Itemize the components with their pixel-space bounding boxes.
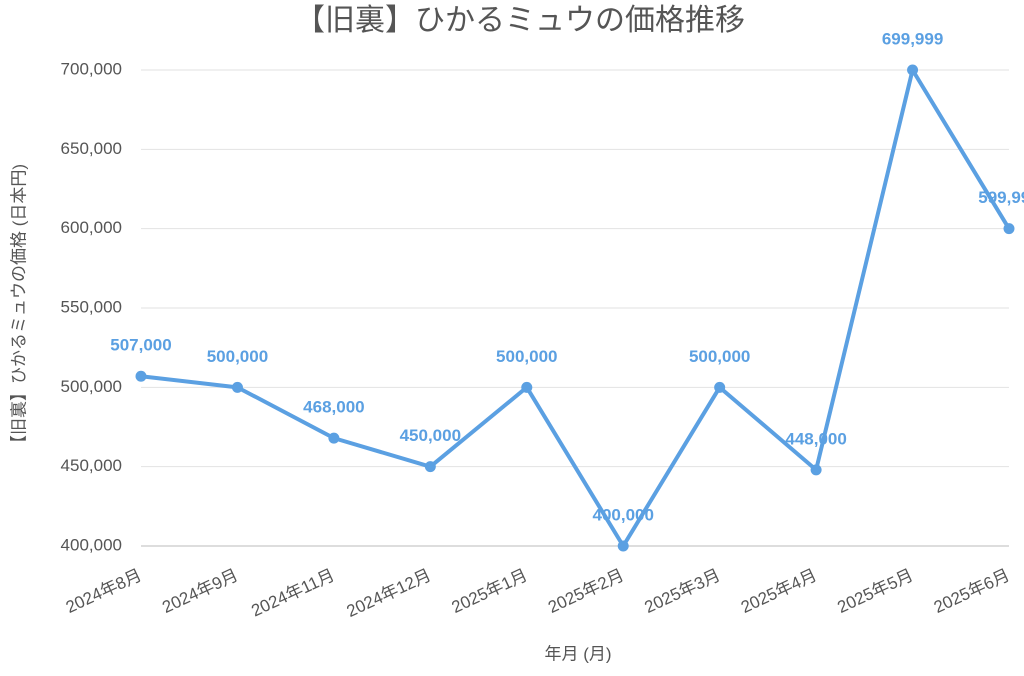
data-label: 500,000 [689, 347, 750, 366]
x-axis-label: 年月 (月) [544, 644, 611, 663]
y-tick-label: 450,000 [61, 456, 122, 475]
chart-title: 【旧裏】ひかるミュウの価格推移 [295, 4, 745, 37]
y-tick-label: 550,000 [61, 297, 122, 316]
y-tick-label: 700,000 [61, 59, 122, 78]
point [1003, 223, 1015, 235]
data-label: 599,999 [978, 188, 1024, 207]
data-label: 450,000 [400, 426, 461, 445]
y-tick-label: 600,000 [61, 218, 122, 237]
data-label: 468,000 [303, 398, 364, 417]
point [424, 461, 436, 473]
y-axis-label: 【旧裏】ひかるミュウの価格 (日本円) [8, 164, 28, 452]
data-label: 500,000 [496, 347, 557, 366]
point [714, 381, 726, 393]
x-tick-label: 2025年3月 [642, 565, 724, 617]
point [328, 432, 340, 444]
y-tick-label: 500,000 [61, 377, 122, 396]
data-label: 507,000 [110, 336, 171, 355]
x-tick-label: 2025年1月 [449, 565, 531, 617]
x-tick-label: 2025年6月 [931, 565, 1013, 617]
x-tick-label: 2024年11月 [248, 565, 337, 620]
point [521, 381, 533, 393]
data-label: 400,000 [592, 505, 653, 524]
line [140, 68, 1011, 548]
x-tick-label: 2025年4月 [738, 565, 820, 617]
y-tick-label: 650,000 [61, 139, 122, 158]
point [907, 64, 919, 76]
x-tick-label: 2024年12月 [344, 565, 434, 621]
x-tick-label: 2024年9月 [159, 565, 241, 617]
x-tick-label: 2025年5月 [834, 565, 916, 617]
point [810, 464, 822, 476]
x-tick-label: 2024年8月 [63, 565, 145, 617]
data-label: 699,999 [882, 29, 943, 48]
data-label: 448,000 [785, 429, 846, 448]
data-label: 500,000 [207, 347, 268, 366]
y-tick-label: 400,000 [61, 535, 122, 554]
point [617, 540, 629, 552]
point [135, 370, 147, 382]
point [231, 381, 243, 393]
x-tick-label: 2025年2月 [545, 565, 627, 617]
